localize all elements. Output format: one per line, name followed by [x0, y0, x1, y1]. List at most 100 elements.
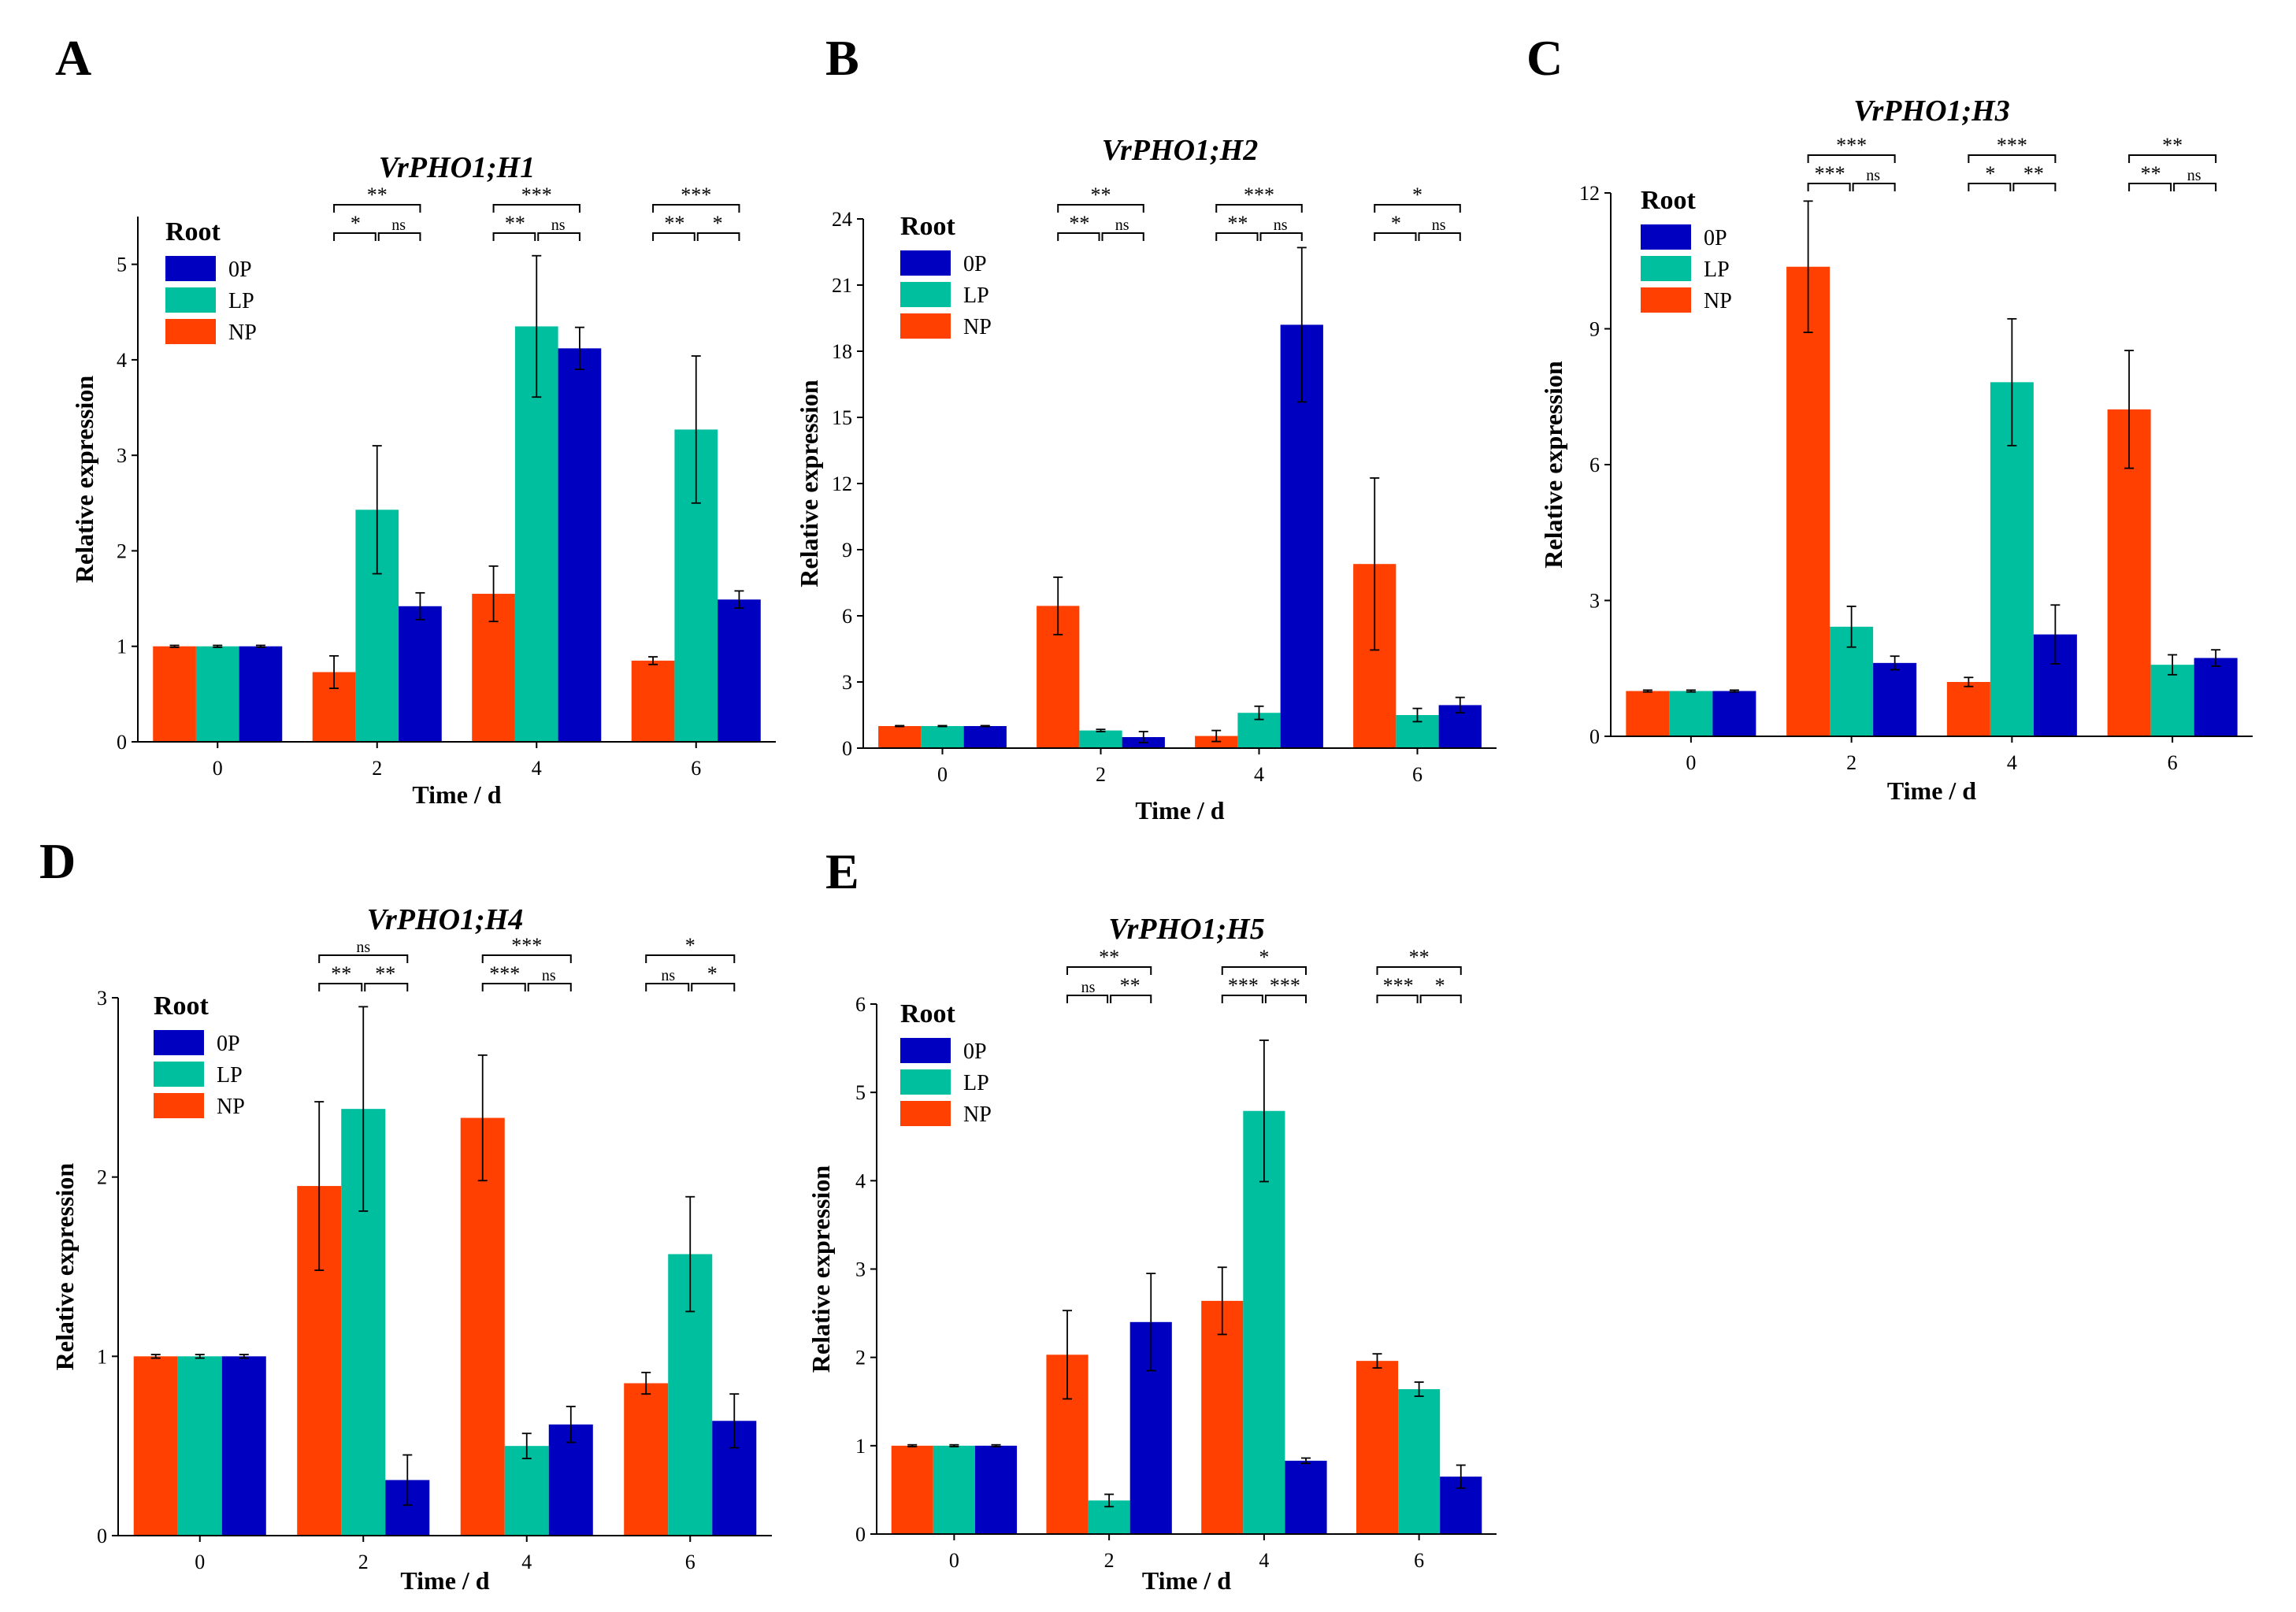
chart-title: VrPHO1;H4: [367, 903, 523, 936]
legend-title: Root: [900, 999, 956, 1028]
x-tick-label: 6: [691, 757, 701, 780]
y-tick-label: 12: [1579, 182, 1600, 205]
bracket-right: [1264, 995, 1307, 1003]
y-tick-label: 12: [832, 472, 852, 495]
y-tick-label: 1: [97, 1345, 107, 1368]
legend: Root 0P LP NP: [154, 991, 245, 1119]
bar-np-day-6: [1356, 1361, 1399, 1534]
legend-swatch-np: [154, 1093, 204, 1118]
bracket-right: [1418, 232, 1461, 241]
bracket-left: [652, 232, 695, 241]
chart-panel-a: A VrPHO1;H1 0 1 2 3 4 5 0 2 4 6 Time / d Relative exp…: [55, 30, 776, 809]
y-tick-label: 3: [97, 987, 107, 1010]
significance-day-6: **** ns: [2128, 134, 2217, 191]
panel-letter: D: [39, 833, 76, 889]
bar-0p-day-2: [1873, 662, 1917, 736]
y-tick-label: 6: [1589, 454, 1600, 476]
bar-0p-day-6: [718, 599, 761, 742]
bar-lp-day-6: [1398, 1389, 1441, 1534]
bracket-right: [1259, 232, 1303, 241]
legend: Root 0P LP NP: [900, 212, 992, 339]
significance-day-4: **** ***: [1221, 946, 1307, 1003]
bracket-right: [527, 983, 572, 991]
bracket-right: [2173, 183, 2217, 191]
bracket-left: [492, 232, 536, 241]
legend-label-np: NP: [1704, 289, 1732, 313]
significance-left: **: [664, 212, 684, 235]
bracket-outer: [1376, 966, 1462, 975]
significance-right: ns: [391, 217, 406, 234]
y-tick-label: 2: [117, 539, 127, 562]
significance-day-2: **** ns: [1057, 183, 1144, 241]
chart-panel-e: E VrPHO1;H5 0 1 2 3 4 5 6 0 2 4 6 Time / d Relative ex…: [807, 843, 1497, 1595]
bracket-outer: [645, 954, 736, 963]
bracket-left: [1221, 995, 1263, 1003]
bracket-outer: [1215, 204, 1303, 213]
legend-swatch-0p: [1641, 224, 1691, 250]
x-tick-label: 6: [1414, 1549, 1424, 1572]
significance-outer: ***: [681, 183, 711, 206]
x-tick-label: 4: [1259, 1549, 1269, 1572]
x-tick-label: 4: [521, 1551, 532, 1573]
legend-swatch-0p: [154, 1030, 204, 1055]
bar-0p-day-0: [221, 1356, 266, 1536]
significance-left: ***: [1383, 974, 1414, 997]
legend: Root 0P LP NP: [1641, 186, 1732, 313]
bar-np-day-0: [891, 1445, 933, 1534]
significance-day-6: ***** *: [1376, 946, 1462, 1003]
significance-outer: **: [367, 183, 388, 206]
bracket-right: [377, 232, 421, 241]
bracket-outer: [481, 954, 572, 963]
legend-label-0p: 0P: [228, 258, 252, 282]
significance-right: ns: [1274, 217, 1288, 234]
bracket-right: [1419, 995, 1462, 1003]
bar-np-day-0: [153, 646, 196, 742]
bracket-left: [1066, 995, 1109, 1003]
y-tick-label: 6: [855, 993, 866, 1016]
significance-outer: **: [1091, 183, 1111, 206]
bar-0p-day-6: [2194, 658, 2238, 736]
significance-day-4: ***** ns: [492, 183, 580, 241]
panel-letter: B: [825, 30, 859, 86]
significance-day-6: ***** *: [652, 183, 740, 241]
bracket-outer: [333, 204, 421, 213]
x-tick-label: 0: [949, 1549, 959, 1572]
significance-day-6: * * ns: [1374, 183, 1461, 241]
x-tick-label: 6: [2168, 751, 2178, 774]
legend-swatch-np: [165, 319, 216, 344]
y-tick-label: 5: [117, 254, 127, 276]
bracket-outer: [1374, 204, 1461, 213]
x-tick-label: 0: [213, 757, 223, 780]
significance-right: ns: [542, 967, 556, 984]
legend-swatch-lp: [1641, 256, 1691, 281]
legend-label-0p: 0P: [963, 252, 987, 276]
significance-right: ***: [1270, 974, 1300, 997]
bar-0p-day-4: [558, 348, 602, 742]
legend-swatch-np: [900, 1101, 951, 1126]
significance-outer: *: [1412, 183, 1422, 206]
chart-panel-d: D VrPHO1;H4 0 1 2 3 0 2 4 6 Time / d Relative expre…: [39, 833, 772, 1595]
bar-np-day-6: [631, 660, 675, 742]
significance-left: ***: [1228, 974, 1259, 997]
bar-np-day-0: [878, 726, 922, 748]
y-tick-label: 0: [117, 731, 127, 754]
bar-0p-day-2: [399, 606, 442, 742]
legend-label-0p: 0P: [1704, 226, 1727, 250]
chart-title: VrPHO1;H3: [1853, 94, 2009, 128]
significance-right: *: [1435, 974, 1445, 997]
significance-left: **: [1227, 212, 1248, 235]
significance-right: **: [375, 962, 395, 985]
bracket-left: [318, 983, 363, 991]
bar-0p-day-0: [1712, 691, 1756, 736]
y-tick-label: 9: [1589, 318, 1600, 341]
significance-left: ***: [489, 962, 520, 985]
significance-right: ns: [1115, 217, 1129, 234]
bracket-left: [1374, 232, 1417, 241]
significance-right: **: [1120, 974, 1141, 997]
y-tick-label: 18: [832, 340, 852, 363]
bar-0p-day-0: [239, 646, 283, 742]
y-tick-label: 3: [117, 444, 127, 467]
significance-left: ns: [661, 967, 675, 984]
legend-title: Root: [900, 212, 956, 241]
